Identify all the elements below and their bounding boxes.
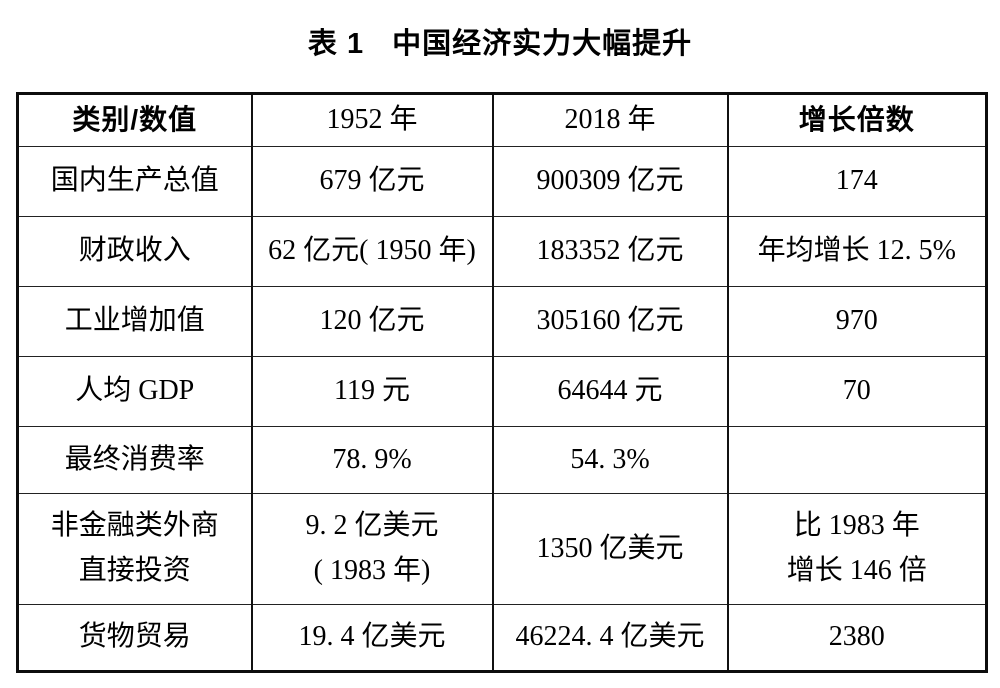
cell-growth: 174	[726, 146, 987, 217]
column-header-1952: 1952 年	[250, 93, 493, 147]
column-header-growth: 增长倍数	[726, 93, 987, 147]
cell-category: 最终消费率	[16, 426, 252, 494]
column-header-2018: 2018 年	[491, 93, 728, 147]
cell-1952: 679 亿元	[250, 146, 493, 217]
cell-growth: 年均增长 12. 5%	[726, 216, 987, 287]
table-title-text: 中国经济实力大幅提升	[392, 28, 693, 60]
cell-1952: 78. 9%	[250, 426, 493, 494]
table-row-industrial-value: 工业增加值 120 亿元 305160 亿元 970	[16, 286, 987, 357]
cell-growth: 970	[726, 286, 987, 357]
cell-2018: 900309 亿元	[491, 146, 728, 217]
header-row: 类别/数值 1952 年 2018 年 增长倍数	[16, 93, 987, 147]
cell-1952: 62 亿元( 1950 年)	[250, 216, 493, 287]
table-row-gdp: 国内生产总值 679 亿元 900309 亿元 174	[16, 146, 987, 217]
cell-category: 非金融类外商 直接投资	[16, 493, 252, 605]
cell-growth	[726, 426, 987, 494]
table-row-goods-trade: 货物贸易 19. 4 亿美元 46224. 4 亿美元 2380	[16, 604, 987, 672]
table-row-gdp-per-capita: 人均 GDP 119 元 64644 元 70	[16, 356, 987, 427]
table-row-fiscal-revenue: 财政收入 62 亿元( 1950 年) 183352 亿元 年均增长 12. 5…	[16, 216, 987, 287]
cell-growth: 70	[726, 356, 987, 427]
cell-growth: 2380	[726, 604, 987, 672]
cell-category: 货物贸易	[16, 604, 252, 672]
cell-1952: 19. 4 亿美元	[250, 604, 493, 672]
cell-2018: 46224. 4 亿美元	[491, 604, 728, 672]
cell-2018: 1350 亿美元	[491, 493, 728, 605]
table-row-fdi: 非金融类外商 直接投资 9. 2 亿美元 ( 1983 年) 1350 亿美元 …	[16, 493, 987, 605]
cell-1952: 9. 2 亿美元 ( 1983 年)	[250, 493, 493, 605]
cell-growth: 比 1983 年 增长 146 倍	[726, 493, 987, 605]
table-row-final-consumption: 最终消费率 78. 9% 54. 3%	[16, 426, 987, 494]
cell-category: 财政收入	[16, 216, 252, 287]
economic-strength-table: 类别/数值 1952 年 2018 年 增长倍数 国内生产总值 679 亿元 9…	[16, 92, 988, 673]
column-header-category: 类别/数值	[16, 93, 252, 147]
table-title-number: 表 1	[307, 28, 365, 60]
cell-category: 人均 GDP	[16, 356, 252, 427]
table-title: 表 1 中国经济实力大幅提升	[0, 20, 1000, 62]
cell-2018: 183352 亿元	[491, 216, 728, 287]
cell-1952: 119 元	[250, 356, 493, 427]
cell-1952: 120 亿元	[250, 286, 493, 357]
cell-2018: 305160 亿元	[491, 286, 728, 357]
cell-2018: 64644 元	[491, 356, 728, 427]
cell-category: 工业增加值	[16, 286, 252, 357]
cell-2018: 54. 3%	[491, 426, 728, 494]
cell-category: 国内生产总值	[16, 146, 252, 217]
